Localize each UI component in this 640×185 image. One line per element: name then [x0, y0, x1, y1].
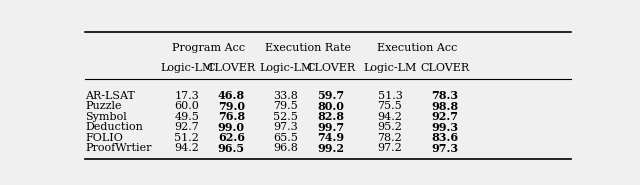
Text: Logic-LM: Logic-LM — [259, 63, 312, 73]
Text: 82.8: 82.8 — [317, 111, 344, 122]
Text: 99.3: 99.3 — [431, 122, 458, 133]
Text: Execution Rate: Execution Rate — [265, 43, 351, 53]
Text: 60.0: 60.0 — [174, 101, 199, 111]
Text: 97.3: 97.3 — [273, 122, 298, 132]
Text: 51.3: 51.3 — [378, 91, 403, 101]
Text: Execution Acc: Execution Acc — [377, 43, 458, 53]
Text: Deduction: Deduction — [85, 122, 143, 132]
Text: 46.8: 46.8 — [218, 90, 245, 101]
Text: 74.9: 74.9 — [317, 132, 344, 143]
Text: 78.3: 78.3 — [431, 90, 458, 101]
Text: 99.2: 99.2 — [317, 142, 344, 154]
Text: 96.8: 96.8 — [273, 143, 298, 153]
Text: Logic-LM: Logic-LM — [160, 63, 213, 73]
Text: 65.5: 65.5 — [273, 133, 298, 143]
Text: 97.3: 97.3 — [431, 142, 458, 154]
Text: Puzzle: Puzzle — [85, 101, 122, 111]
Text: 92.7: 92.7 — [174, 122, 199, 132]
Text: 62.6: 62.6 — [218, 132, 244, 143]
Text: Program Acc: Program Acc — [172, 43, 246, 53]
Text: CLOVER: CLOVER — [420, 63, 469, 73]
Text: Symbol: Symbol — [85, 112, 127, 122]
Text: 75.5: 75.5 — [378, 101, 403, 111]
Text: 79.0: 79.0 — [218, 101, 244, 112]
Text: CLOVER: CLOVER — [306, 63, 355, 73]
Text: 99.7: 99.7 — [317, 122, 344, 133]
Text: 94.2: 94.2 — [174, 143, 199, 153]
Text: 76.8: 76.8 — [218, 111, 245, 122]
Text: 92.7: 92.7 — [431, 111, 458, 122]
Text: 59.7: 59.7 — [317, 90, 344, 101]
Text: 83.6: 83.6 — [431, 132, 458, 143]
Text: 78.2: 78.2 — [378, 133, 403, 143]
Text: ProofWrtier: ProofWrtier — [85, 143, 152, 153]
Text: 49.5: 49.5 — [174, 112, 199, 122]
Text: 99.0: 99.0 — [218, 122, 244, 133]
Text: 97.2: 97.2 — [378, 143, 403, 153]
Text: AR-LSAT: AR-LSAT — [85, 91, 134, 101]
Text: FOLIO: FOLIO — [85, 133, 123, 143]
Text: 80.0: 80.0 — [317, 101, 344, 112]
Text: CLOVER: CLOVER — [207, 63, 256, 73]
Text: 51.2: 51.2 — [174, 133, 199, 143]
Text: 79.5: 79.5 — [273, 101, 298, 111]
Text: 94.2: 94.2 — [378, 112, 403, 122]
Text: 52.5: 52.5 — [273, 112, 298, 122]
Text: 96.5: 96.5 — [218, 142, 245, 154]
Text: 95.2: 95.2 — [378, 122, 403, 132]
Text: 33.8: 33.8 — [273, 91, 298, 101]
Text: Logic-LM: Logic-LM — [364, 63, 417, 73]
Text: 17.3: 17.3 — [174, 91, 199, 101]
Text: 98.8: 98.8 — [431, 101, 458, 112]
